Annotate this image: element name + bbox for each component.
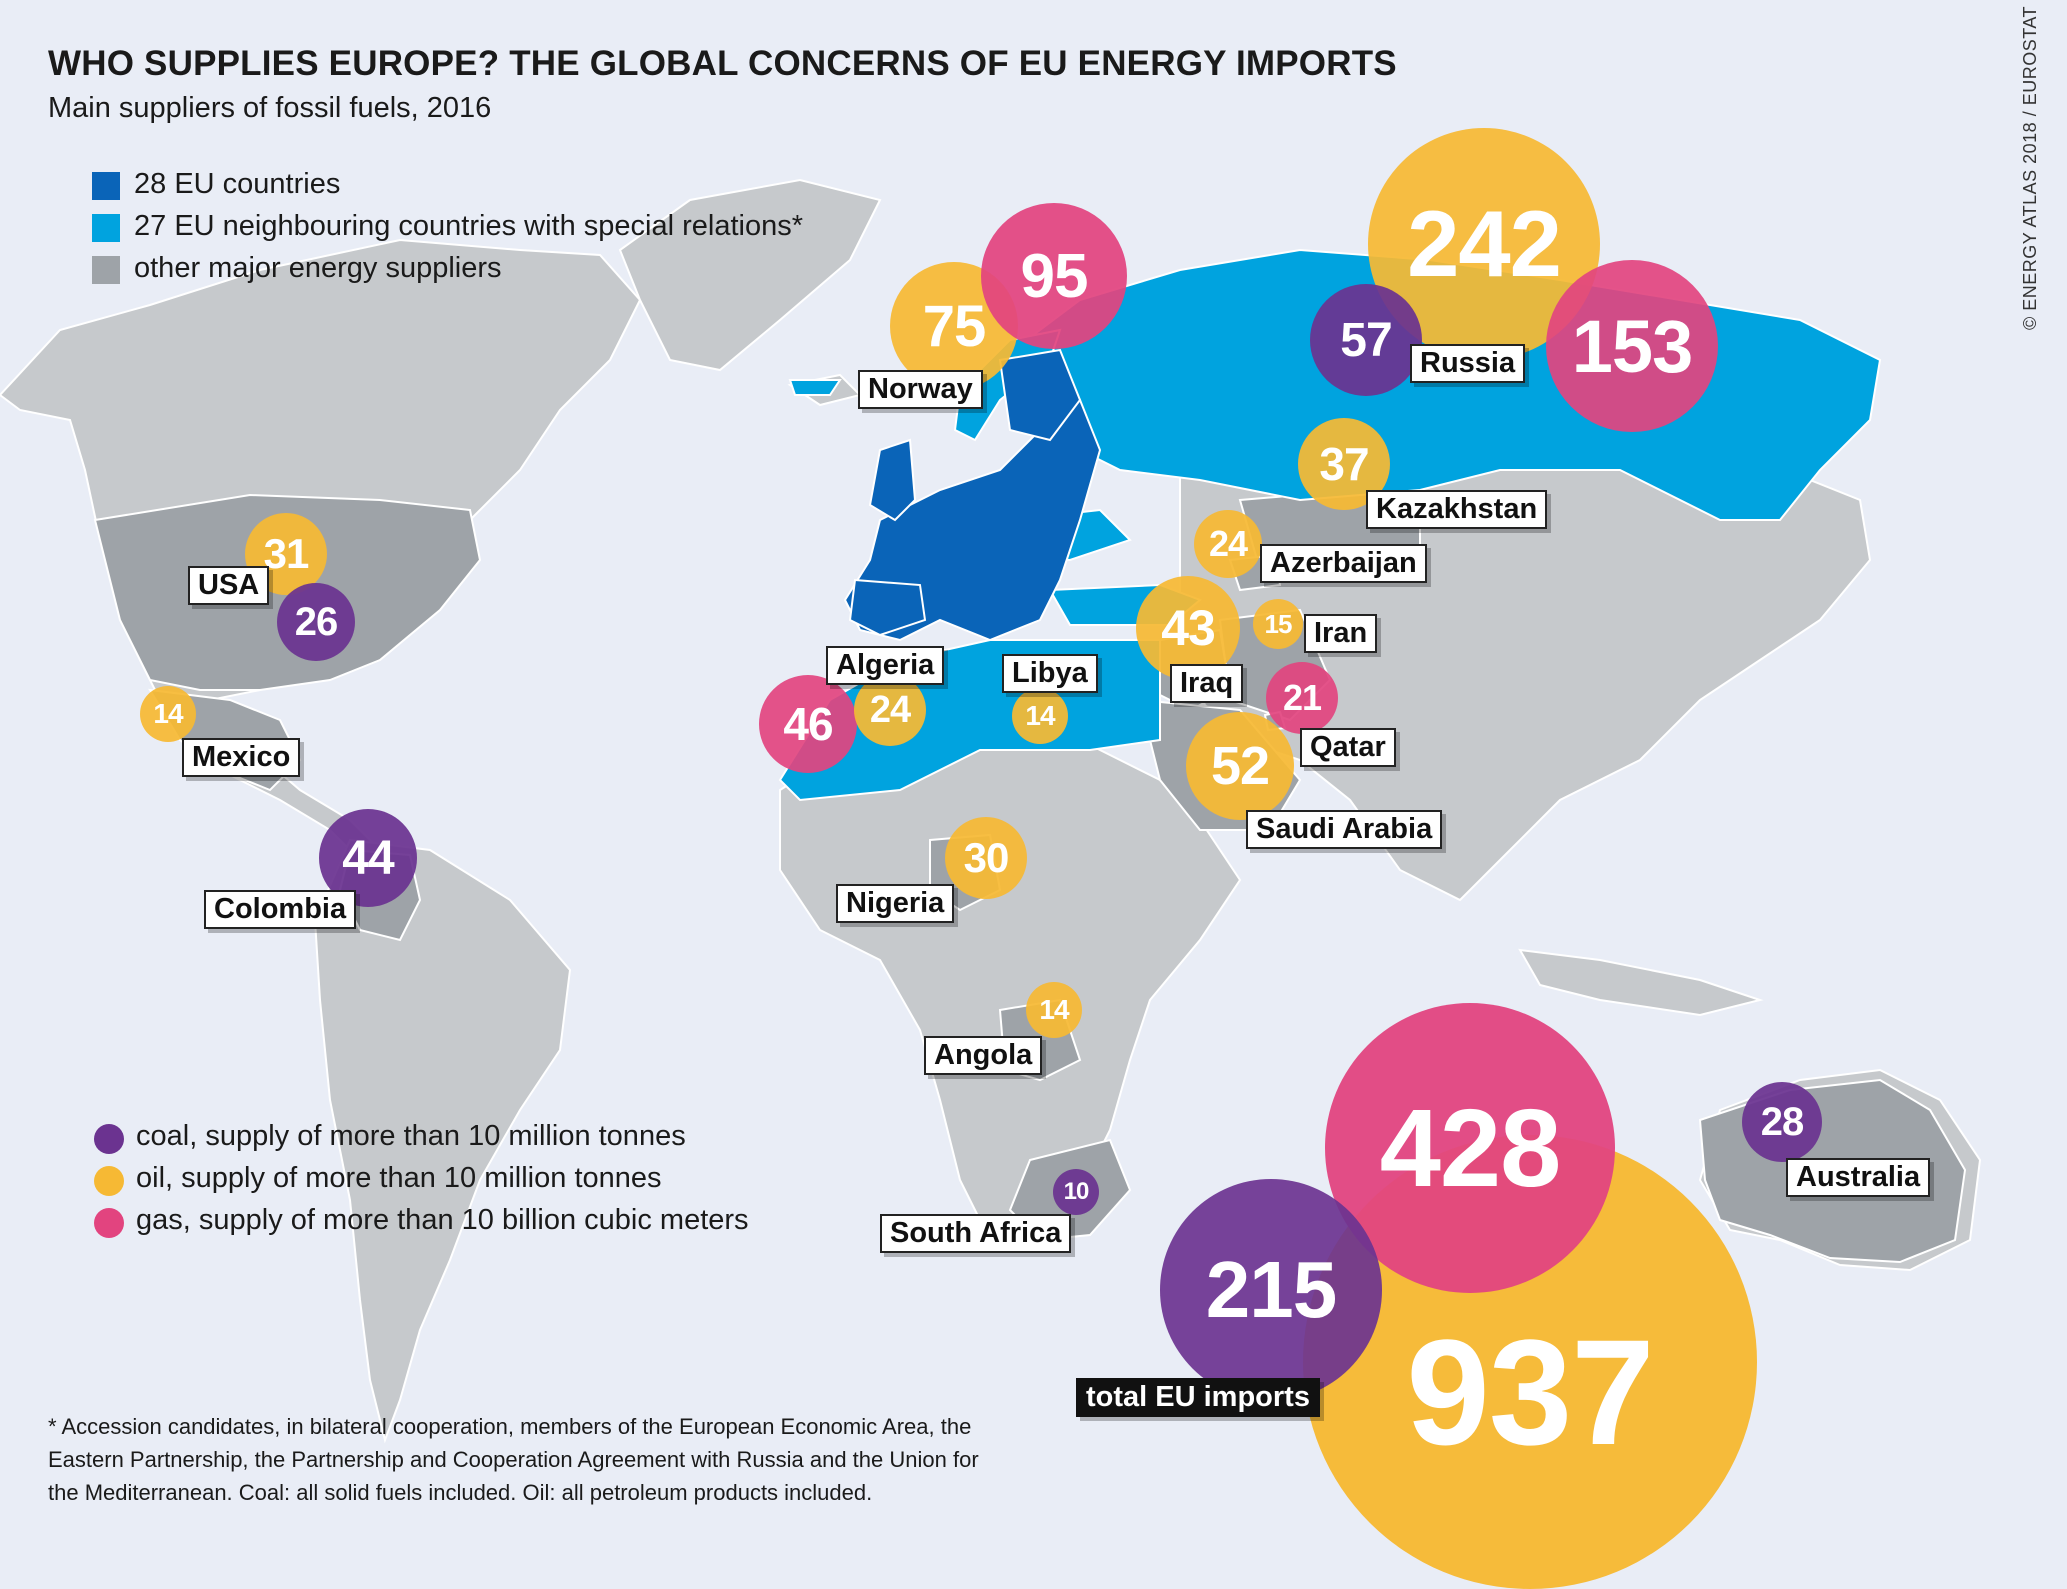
label-algeria: Algeria xyxy=(826,646,945,685)
south-africa-coal-bubble: 10 xyxy=(1053,1169,1099,1215)
footnote: * Accession candidates, in bilateral coo… xyxy=(48,1414,979,1505)
norway-gas-value: 95 xyxy=(1020,241,1089,311)
label-australia: Australia xyxy=(1786,1158,1931,1197)
mexico-oil-value: 14 xyxy=(153,698,183,729)
total-coal-bubble: 215 xyxy=(1160,1179,1382,1401)
colombia-coal-bubble: 44 xyxy=(319,809,417,907)
label-russia: Russia xyxy=(1410,344,1526,383)
eu-regions xyxy=(843,348,1102,642)
algeria-gas-bubble: 46 xyxy=(759,675,857,773)
legend-gas-dot xyxy=(94,1208,124,1238)
region-scandinavia xyxy=(998,348,1082,442)
legend-oil-label: oil, supply of more than 10 million tonn… xyxy=(136,1162,662,1194)
nigeria-oil-bubble: 30 xyxy=(945,817,1027,899)
label-azerbaijan: Azerbaijan xyxy=(1260,544,1427,583)
russia-oil-value: 242 xyxy=(1407,191,1562,296)
land-africa xyxy=(779,728,1242,1241)
label-libya: Libya xyxy=(1002,654,1098,693)
usa-oil-value: 31 xyxy=(263,530,310,577)
legend-coal-dot xyxy=(94,1124,124,1154)
region-uk-ireland xyxy=(868,438,917,522)
total-gas-bubble: 428 xyxy=(1325,1003,1615,1293)
label-iraq: Iraq xyxy=(1170,664,1244,703)
russia-coal-value: 57 xyxy=(1340,313,1392,367)
legend-oil-dot xyxy=(94,1166,124,1196)
label-colombia: Colombia xyxy=(204,890,357,929)
libya-oil-bubble: 14 xyxy=(1012,688,1068,744)
label-kazakhstan: Kazakhstan xyxy=(1366,490,1548,529)
total-coal-value: 215 xyxy=(1205,1245,1337,1334)
russia-gas-value: 153 xyxy=(1571,304,1693,388)
page-subtitle: Main suppliers of fossil fuels, 2016 xyxy=(48,92,492,124)
label-south-africa: South Africa xyxy=(880,1214,1072,1253)
angola-oil-bubble: 14 xyxy=(1026,982,1082,1038)
usa-coal-value: 26 xyxy=(294,599,338,644)
azerbaijan-oil-bubble: 24 xyxy=(1194,510,1262,578)
credit: © ENERGY ATLAS 2018 / EUROSTAT xyxy=(2020,5,2040,330)
qatar-gas-bubble: 21 xyxy=(1266,662,1338,734)
nigeria-oil-value: 30 xyxy=(963,834,1010,881)
legend-other-swatch xyxy=(92,256,120,284)
label-saudi-arabia: Saudi Arabia xyxy=(1246,810,1443,849)
label-mexico: Mexico xyxy=(182,738,301,777)
label-nigeria: Nigeria xyxy=(836,884,955,923)
azerbaijan-oil-value: 24 xyxy=(1208,523,1248,564)
russia-gas-bubble: 153 xyxy=(1546,260,1718,432)
label-norway: Norway xyxy=(858,370,983,409)
label-iran: Iran xyxy=(1304,614,1378,653)
saudi-oil-bubble: 52 xyxy=(1186,712,1294,820)
iraq-oil-value: 43 xyxy=(1161,600,1216,656)
mexico-oil-bubble: 14 xyxy=(140,686,196,742)
colombia-coal-value: 44 xyxy=(342,831,394,885)
region-svalbard xyxy=(788,379,842,396)
label-qatar: Qatar xyxy=(1300,728,1396,767)
region-iberia xyxy=(848,578,927,637)
norway-oil-value: 75 xyxy=(922,293,987,359)
energy-map-infographic: 937 428 215 242 153 57 75 95 37 24 43 15… xyxy=(0,5,2040,1589)
legend-neighbour-label: 27 EU neighbouring countries with specia… xyxy=(134,210,803,242)
iraq-oil-bubble: 43 xyxy=(1136,576,1240,680)
kazakhstan-oil-bubble: 37 xyxy=(1298,418,1390,510)
land-indonesia xyxy=(1518,948,1764,1017)
legend-eu-swatch xyxy=(92,172,120,200)
iran-oil-value: 15 xyxy=(1264,608,1293,639)
label-usa: USA xyxy=(188,566,270,605)
russia-coal-bubble: 57 xyxy=(1310,284,1422,396)
legend-eu-label: 28 EU countries xyxy=(134,168,341,200)
australia-coal-bubble: 28 xyxy=(1742,1082,1822,1162)
south-africa-coal-value: 10 xyxy=(1063,1178,1090,1205)
legend-other-label: other major energy suppliers xyxy=(134,252,502,284)
land-south-america xyxy=(313,838,572,1444)
label-total-eu-imports: total EU imports xyxy=(1076,1378,1320,1417)
angola-oil-value: 14 xyxy=(1039,994,1069,1025)
legend-gas-label: gas, supply of more than 10 billion cubi… xyxy=(136,1204,749,1236)
qatar-gas-value: 21 xyxy=(1282,677,1322,718)
label-angola: Angola xyxy=(924,1036,1043,1075)
legend-neighbour-swatch xyxy=(92,214,120,242)
usa-coal-bubble: 26 xyxy=(277,583,355,661)
iran-oil-bubble: 15 xyxy=(1253,599,1303,649)
norway-gas-bubble: 95 xyxy=(981,203,1127,349)
australia-coal-value: 28 xyxy=(1760,1099,1804,1144)
libya-oil-value: 14 xyxy=(1025,700,1055,731)
kazakhstan-oil-value: 37 xyxy=(1319,438,1369,490)
land-greenland xyxy=(618,178,882,372)
saudi-oil-value: 52 xyxy=(1210,736,1270,796)
legend-coal-label: coal, supply of more than 10 million ton… xyxy=(136,1120,686,1152)
page-title: WHO SUPPLIES EUROPE? THE GLOBAL CONCERNS… xyxy=(48,44,1397,83)
total-oil-value: 937 xyxy=(1406,1307,1654,1476)
algeria-gas-value: 46 xyxy=(783,698,833,750)
algeria-oil-value: 24 xyxy=(869,688,911,731)
total-gas-value: 428 xyxy=(1379,1086,1562,1210)
algeria-oil-bubble: 24 xyxy=(854,674,926,746)
